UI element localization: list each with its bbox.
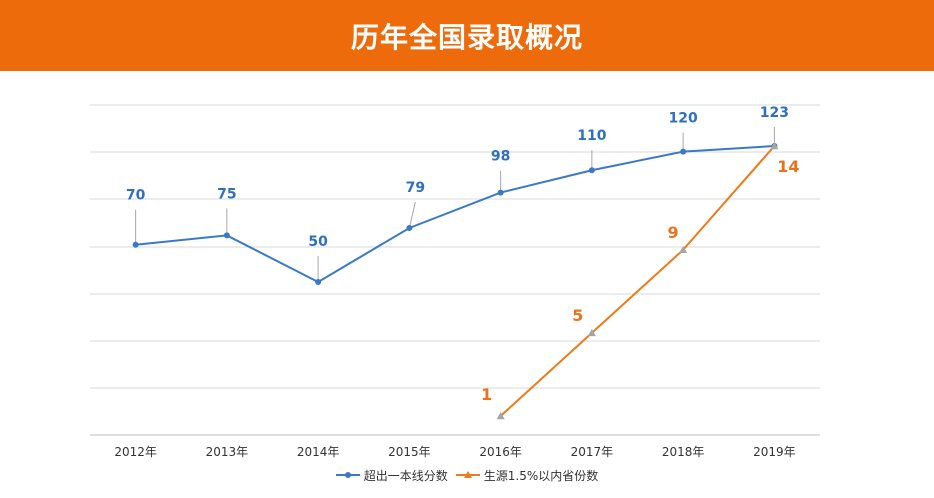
data-label-series-2-3: 14 [777, 157, 799, 176]
x-tick-label-6: 2018年 [662, 445, 705, 459]
series-line-2 [499, 145, 776, 417]
data-label-series-2-2: 9 [668, 223, 679, 242]
point-series-1-3 [406, 224, 413, 231]
legend-item-series-1: 超出一本线分数 [335, 467, 448, 484]
series-line-1 [135, 145, 775, 284]
point-series-1-5 [588, 167, 595, 174]
x-tick-label-2: 2014年 [297, 445, 340, 459]
legend-swatch-series-1 [335, 472, 360, 478]
point-series-1-1 [223, 232, 230, 239]
data-label-series-1-7: 123 [760, 105, 789, 121]
point-series-1-6 [680, 148, 687, 155]
data-label-series-2-1: 5 [572, 306, 583, 325]
x-tick-label-5: 2017年 [571, 445, 614, 459]
legend-item-series-2: 生源1.5%以内省份数 [455, 467, 599, 484]
point-series-1-4 [497, 189, 504, 196]
data-label-series-1-0: 70 [126, 188, 146, 204]
point-series-2-1 [587, 328, 596, 337]
x-tick-label-1: 2013年 [206, 445, 249, 459]
point-series-2-0 [496, 412, 505, 420]
point-series-1-2 [315, 279, 322, 285]
data-label-series-1-3: 79 [406, 180, 425, 196]
leader-line-series-1-3 [408, 201, 416, 229]
x-tick-label-0: 2012年 [114, 445, 157, 459]
x-tick-label-4: 2016年 [479, 445, 522, 459]
chart-title: 历年全国录取概况 [350, 20, 583, 54]
point-series-1-0 [132, 241, 139, 248]
data-label-series-1-6: 120 [669, 111, 698, 127]
title-banner: 历年全国录取概况 [0, 0, 934, 71]
legend-label-series-2: 生源1.5%以内省份数 [483, 468, 599, 483]
data-label-series-2-0: 1 [481, 385, 492, 404]
legend-label-series-1: 超出一本线分数 [363, 468, 448, 483]
point-series-2-2 [679, 245, 688, 254]
data-label-series-1-1: 75 [217, 186, 236, 202]
x-tick-label-3: 2015年 [388, 445, 431, 459]
legend-swatch-series-2 [455, 471, 480, 478]
data-label-series-1-2: 50 [308, 234, 328, 250]
data-label-series-1-5: 110 [577, 128, 606, 144]
point-series-2-3 [770, 142, 779, 150]
legend: 超出一本线分数 生源1.5%以内省份数 [0, 465, 934, 485]
data-label-series-1-4: 98 [491, 149, 510, 165]
x-tick-label-7: 2019年 [753, 445, 796, 459]
